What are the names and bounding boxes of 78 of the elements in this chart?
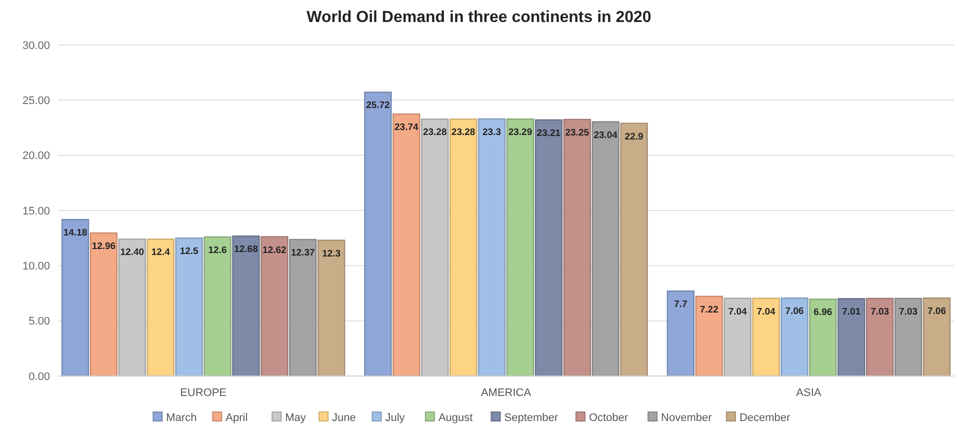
legend-label: April <box>226 412 248 424</box>
data-label: 12.3 <box>322 248 341 260</box>
data-label: 7.7 <box>674 299 688 310</box>
legend-label: March <box>166 412 197 424</box>
data-label: 7.06 <box>785 306 804 318</box>
bar <box>232 235 260 377</box>
legend-label: November <box>661 412 712 424</box>
bar <box>695 296 723 377</box>
bar <box>146 238 174 377</box>
bar <box>780 298 808 377</box>
y-tick-label: 20.00 <box>22 150 50 162</box>
y-tick-label: 15.00 <box>22 205 50 218</box>
data-label: 12.6 <box>208 244 227 256</box>
data-label: 7.03 <box>899 306 918 318</box>
bar <box>620 122 648 377</box>
x-tick-label: EUROPE <box>180 387 227 399</box>
data-label: 23.21 <box>536 128 562 139</box>
x-tick-label: AMERICA <box>480 387 532 399</box>
data-label: 7.04 <box>756 306 776 318</box>
data-label: 23.28 <box>451 127 476 138</box>
data-label: 23.29 <box>508 127 532 138</box>
data-label: 12.40 <box>120 247 144 258</box>
data-label: 12.62 <box>262 244 286 256</box>
legend-label: July <box>385 412 406 424</box>
x-tick-label: ASIA <box>796 387 822 399</box>
data-label: 7.01 <box>842 306 862 318</box>
data-label: 7.06 <box>927 306 946 318</box>
legend-label: December <box>739 412 791 424</box>
bar <box>506 118 534 377</box>
data-label: 22.9 <box>624 131 644 142</box>
y-tick-label: 5.00 <box>28 316 50 328</box>
bar <box>592 121 620 377</box>
data-label: 12.68 <box>234 244 258 256</box>
data-label: 6.96 <box>814 307 832 318</box>
data-label: 23.28 <box>422 127 447 138</box>
data-label: 23.3 <box>482 126 502 138</box>
data-label: 12.96 <box>92 241 116 252</box>
bar <box>534 119 563 377</box>
y-tick-label: 25.00 <box>22 95 50 108</box>
y-tick-label: 10.00 <box>22 260 50 273</box>
data-label: 12.5 <box>180 246 200 258</box>
bar <box>809 298 837 377</box>
data-label: 23.74 <box>394 122 420 134</box>
bar <box>318 240 346 377</box>
bar <box>894 298 922 377</box>
bar <box>838 298 866 377</box>
bar <box>563 118 591 377</box>
bar <box>666 290 694 377</box>
bar <box>364 92 392 377</box>
y-tick-label: 0.00 <box>28 370 50 383</box>
legend-label: June <box>332 412 356 424</box>
bar <box>866 298 894 377</box>
data-label: 7.03 <box>870 306 890 318</box>
bar <box>392 113 420 377</box>
bar <box>449 118 478 377</box>
data-label: 12.37 <box>290 248 315 259</box>
data-label: 7.22 <box>700 304 718 316</box>
bar <box>61 218 90 377</box>
data-label: 25.72 <box>366 100 390 112</box>
chart-title: World Oil Demand in three continents in 2020 <box>306 9 652 26</box>
legend-label: October <box>588 412 628 424</box>
data-label: 23.04 <box>594 130 618 141</box>
bar <box>922 298 951 377</box>
data-label: 14.18 <box>63 228 88 239</box>
bar <box>289 238 317 377</box>
legend-label: August <box>438 412 473 424</box>
bar <box>478 118 506 377</box>
bar <box>175 237 203 377</box>
bar <box>90 232 118 377</box>
bar <box>260 236 288 377</box>
bar <box>204 236 232 377</box>
data-label: 12.4 <box>151 247 171 258</box>
legend-label: September <box>504 412 558 424</box>
data-label: 7.04 <box>728 306 748 318</box>
y-tick-label: 30.00 <box>22 40 50 52</box>
bar <box>752 298 780 377</box>
legend-label: May <box>285 412 306 424</box>
data-label: 23.25 <box>565 127 590 138</box>
